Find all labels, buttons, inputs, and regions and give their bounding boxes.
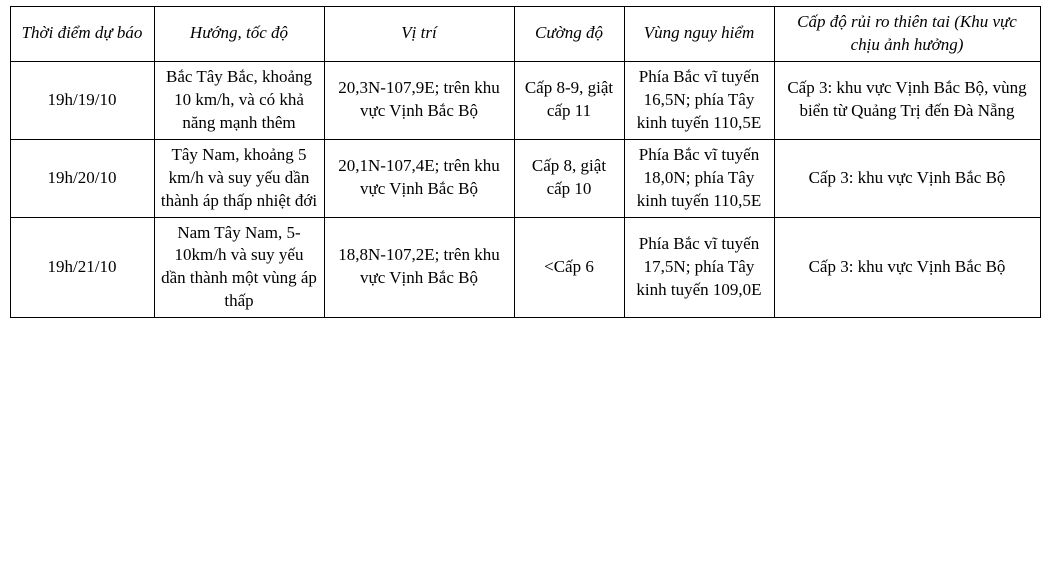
- header-position: Vị trí: [324, 7, 514, 62]
- header-time: Thời điểm dự báo: [10, 7, 154, 62]
- cell-time: 19h/20/10: [10, 139, 154, 217]
- cell-time: 19h/19/10: [10, 61, 154, 139]
- cell-intensity: <Cấp 6: [514, 217, 624, 318]
- table-row: 19h/19/10 Bắc Tây Bắc, khoảng 10 km/h, v…: [10, 61, 1040, 139]
- table-row: 19h/20/10 Tây Nam, khoảng 5 km/h và suy …: [10, 139, 1040, 217]
- table-body: 19h/19/10 Bắc Tây Bắc, khoảng 10 km/h, v…: [10, 61, 1040, 317]
- cell-risk: Cấp 3: khu vực Vịnh Bắc Bộ, vùng biển từ…: [774, 61, 1040, 139]
- cell-position: 18,8N-107,2E; trên khu vực Vịnh Bắc Bộ: [324, 217, 514, 318]
- cell-direction: Nam Tây Nam, 5-10km/h và suy yếu dần thà…: [154, 217, 324, 318]
- cell-intensity: Cấp 8-9, giật cấp 11: [514, 61, 624, 139]
- cell-time: 19h/21/10: [10, 217, 154, 318]
- header-row: Thời điểm dự báo Hướng, tốc độ Vị trí Cư…: [10, 7, 1040, 62]
- cell-risk: Cấp 3: khu vực Vịnh Bắc Bộ: [774, 217, 1040, 318]
- cell-direction: Bắc Tây Bắc, khoảng 10 km/h, và có khả n…: [154, 61, 324, 139]
- cell-position: 20,1N-107,4E; trên khu vực Vịnh Bắc Bộ: [324, 139, 514, 217]
- header-direction: Hướng, tốc độ: [154, 7, 324, 62]
- cell-danger: Phía Bắc vĩ tuyến 17,5N; phía Tây kinh t…: [624, 217, 774, 318]
- table-row: 19h/21/10 Nam Tây Nam, 5-10km/h và suy y…: [10, 217, 1040, 318]
- header-danger: Vùng nguy hiểm: [624, 7, 774, 62]
- cell-danger: Phía Bắc vĩ tuyến 16,5N; phía Tây kinh t…: [624, 61, 774, 139]
- cell-direction: Tây Nam, khoảng 5 km/h và suy yếu dần th…: [154, 139, 324, 217]
- table-header: Thời điểm dự báo Hướng, tốc độ Vị trí Cư…: [10, 7, 1040, 62]
- cell-danger: Phía Bắc vĩ tuyến 18,0N; phía Tây kinh t…: [624, 139, 774, 217]
- cell-intensity: Cấp 8, giật cấp 10: [514, 139, 624, 217]
- cell-position: 20,3N-107,9E; trên khu vực Vịnh Bắc Bộ: [324, 61, 514, 139]
- cell-risk: Cấp 3: khu vực Vịnh Bắc Bộ: [774, 139, 1040, 217]
- header-intensity: Cường độ: [514, 7, 624, 62]
- forecast-table: Thời điểm dự báo Hướng, tốc độ Vị trí Cư…: [10, 6, 1041, 318]
- header-risk: Cấp độ rủi ro thiên tai (Khu vực chịu ản…: [774, 7, 1040, 62]
